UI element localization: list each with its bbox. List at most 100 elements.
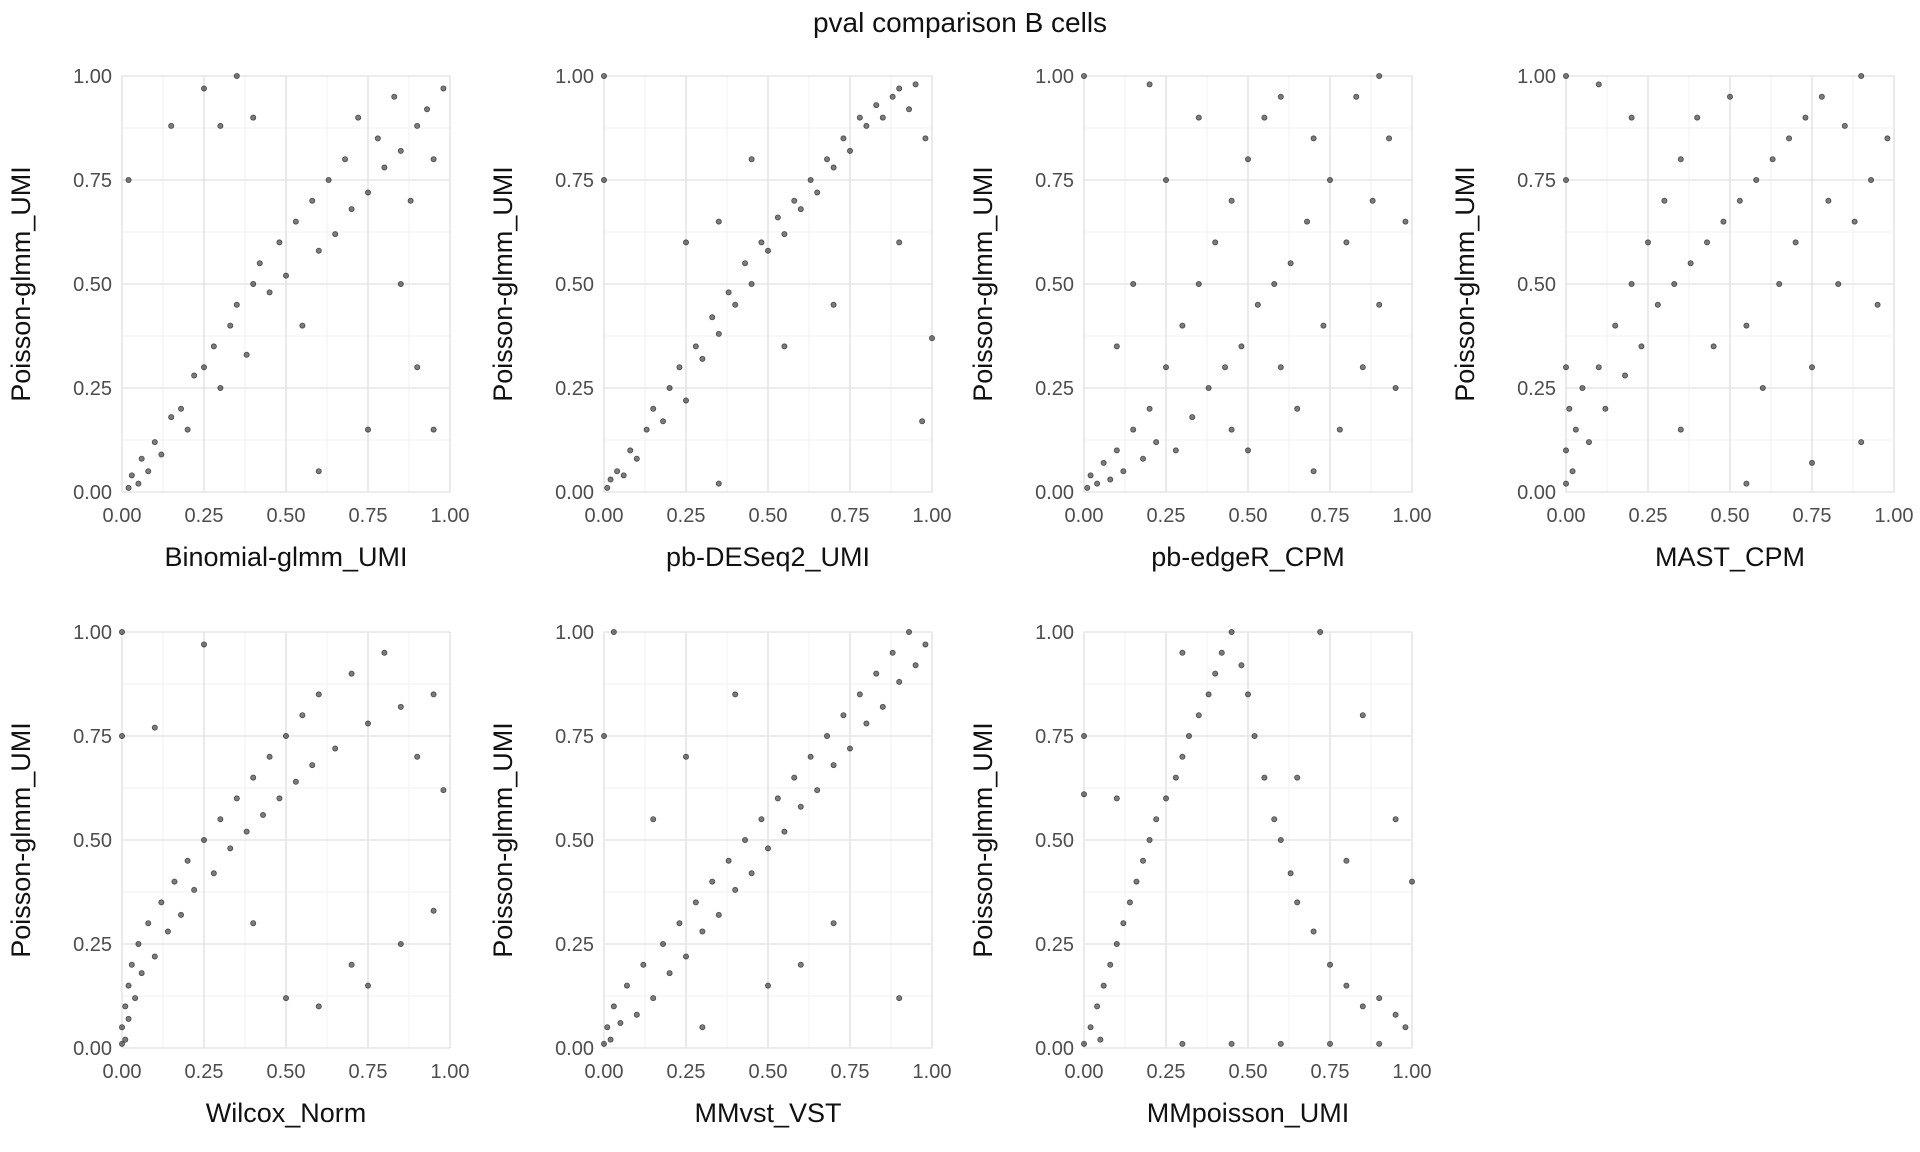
y-tick-label: 0.75 [1517,170,1556,192]
x-tick-label: 0.75 [1793,505,1832,527]
data-point [781,828,788,835]
data-point [1126,899,1133,906]
data-point [1228,197,1235,204]
data-point [1343,239,1350,246]
data-point [1769,156,1776,163]
data-point [683,953,690,960]
data-point [233,301,240,308]
x-tick-label: 0.75 [349,505,388,527]
data-points [1081,73,1409,491]
data-point [1858,73,1865,80]
data-point [1310,928,1317,935]
data-point [1222,364,1229,371]
data-point [824,156,831,163]
data-point [774,795,781,802]
data-point [184,426,191,433]
data-point [299,712,306,719]
data-points [601,73,936,491]
x-tick-label: 1.00 [913,1061,952,1083]
data-point [748,280,755,287]
data-point [824,733,831,740]
data-point [135,480,142,487]
data-point [1841,122,1848,129]
data-point [607,1036,614,1043]
scatter-panel-6: 0.00 0.25 0.50 0.75 1.00 0.00 0.25 0.50 0.75 1.00… [488,622,951,1128]
data-point [623,982,630,989]
data-point [138,455,145,462]
data-point [200,364,207,371]
data-point [1602,405,1609,412]
data-point [217,816,224,823]
data-point [151,953,158,960]
data-point [1809,364,1816,371]
data-point [742,260,749,267]
data-point [430,156,437,163]
data-point [781,231,788,238]
scatter-panel-5: 0.00 0.25 0.50 0.75 1.00 0.00 0.25 0.50 0.75 1.00… [6,622,469,1128]
data-point [1736,197,1743,204]
data-point [125,176,132,183]
data-point [1359,1003,1366,1010]
y-tick-label: 0.00 [1517,482,1556,504]
x-tick-label: 0.25 [667,505,706,527]
data-point [191,886,198,893]
x-tick-label: 0.25 [1147,505,1186,527]
y-axis-title: Poisson-glmm_UMI [6,722,36,958]
data-point [781,343,788,350]
data-point [683,753,690,760]
data-point [381,164,388,171]
data-point [1097,1036,1104,1043]
data-point [1304,218,1311,225]
data-point [879,703,886,710]
data-point [1825,197,1832,204]
data-point [1294,405,1301,412]
data-point [332,231,339,238]
y-tick-label: 0.25 [73,934,112,956]
data-point [1153,439,1160,446]
data-point [1245,691,1252,698]
data-point [856,691,863,698]
x-axis-title: MAST_CPM [1655,542,1805,572]
data-point [1572,426,1579,433]
scatter-panel-1: 0.00 0.25 0.50 0.75 1.00 0.00 0.25 0.50 0.75 1.00… [6,66,469,572]
data-point [758,816,765,823]
data-point [276,239,283,246]
data-point [650,405,657,412]
data-point [847,147,854,154]
data-point [1146,837,1153,844]
data-point [145,468,152,475]
data-point [906,629,913,636]
data-point [1671,280,1678,287]
data-point [119,629,126,636]
data-point [699,928,706,935]
grid-lines [603,75,933,493]
x-tick-label: 1.00 [1393,505,1432,527]
data-point [601,1040,608,1047]
data-points [125,73,447,491]
data-point [233,73,240,80]
data-point [807,753,814,760]
data-point [1727,93,1734,100]
data-point [391,93,398,100]
data-point [774,214,781,221]
data-point [699,1024,706,1031]
data-point [1343,982,1350,989]
data-point [614,468,621,475]
x-tick-label: 0.00 [1547,505,1586,527]
data-point [1392,816,1399,823]
data-point [1563,73,1570,80]
data-point [873,102,880,109]
data-point [1645,239,1652,246]
data-point [692,343,699,350]
data-point [919,418,926,425]
data-point [158,899,165,906]
y-tick-label: 0.50 [555,830,594,852]
data-point [1858,439,1865,446]
data-point [217,384,224,391]
x-tick-label: 0.50 [749,505,788,527]
y-tick-label: 0.50 [555,274,594,296]
data-point [414,753,421,760]
x-axis-title: pb-DESeq2_UMI [666,542,870,572]
data-point [1776,280,1783,287]
data-point [266,289,273,296]
